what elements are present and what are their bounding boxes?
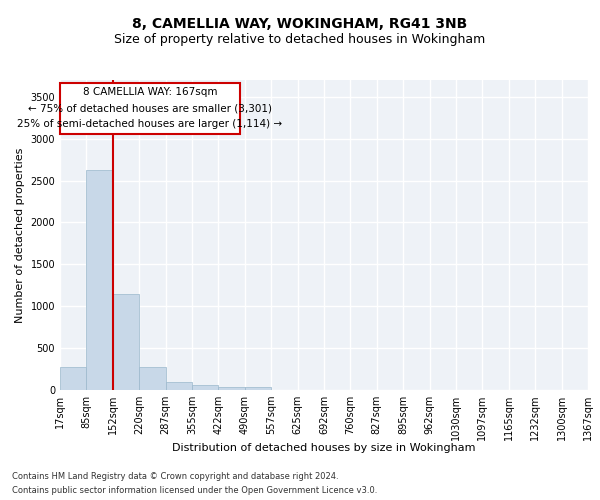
Text: ← 75% of detached houses are smaller (3,301): ← 75% of detached houses are smaller (3,… xyxy=(28,103,272,113)
Bar xyxy=(139,366,166,390)
Bar xyxy=(113,294,139,390)
Text: Contains HM Land Registry data © Crown copyright and database right 2024.: Contains HM Land Registry data © Crown c… xyxy=(12,472,338,481)
Text: 8 CAMELLIA WAY: 167sqm: 8 CAMELLIA WAY: 167sqm xyxy=(83,87,217,97)
Bar xyxy=(245,387,271,390)
FancyBboxPatch shape xyxy=(60,82,239,134)
Bar xyxy=(192,386,218,390)
Bar xyxy=(86,170,113,390)
Text: 25% of semi-detached houses are larger (1,114) →: 25% of semi-detached houses are larger (… xyxy=(17,119,283,129)
X-axis label: Distribution of detached houses by size in Wokingham: Distribution of detached houses by size … xyxy=(172,443,476,453)
Text: Size of property relative to detached houses in Wokingham: Size of property relative to detached ho… xyxy=(115,32,485,46)
Text: Contains public sector information licensed under the Open Government Licence v3: Contains public sector information licen… xyxy=(12,486,377,495)
Text: 8, CAMELLIA WAY, WOKINGHAM, RG41 3NB: 8, CAMELLIA WAY, WOKINGHAM, RG41 3NB xyxy=(133,18,467,32)
Bar xyxy=(166,382,192,390)
Y-axis label: Number of detached properties: Number of detached properties xyxy=(15,148,25,322)
Bar xyxy=(60,368,86,390)
Bar xyxy=(218,387,245,390)
